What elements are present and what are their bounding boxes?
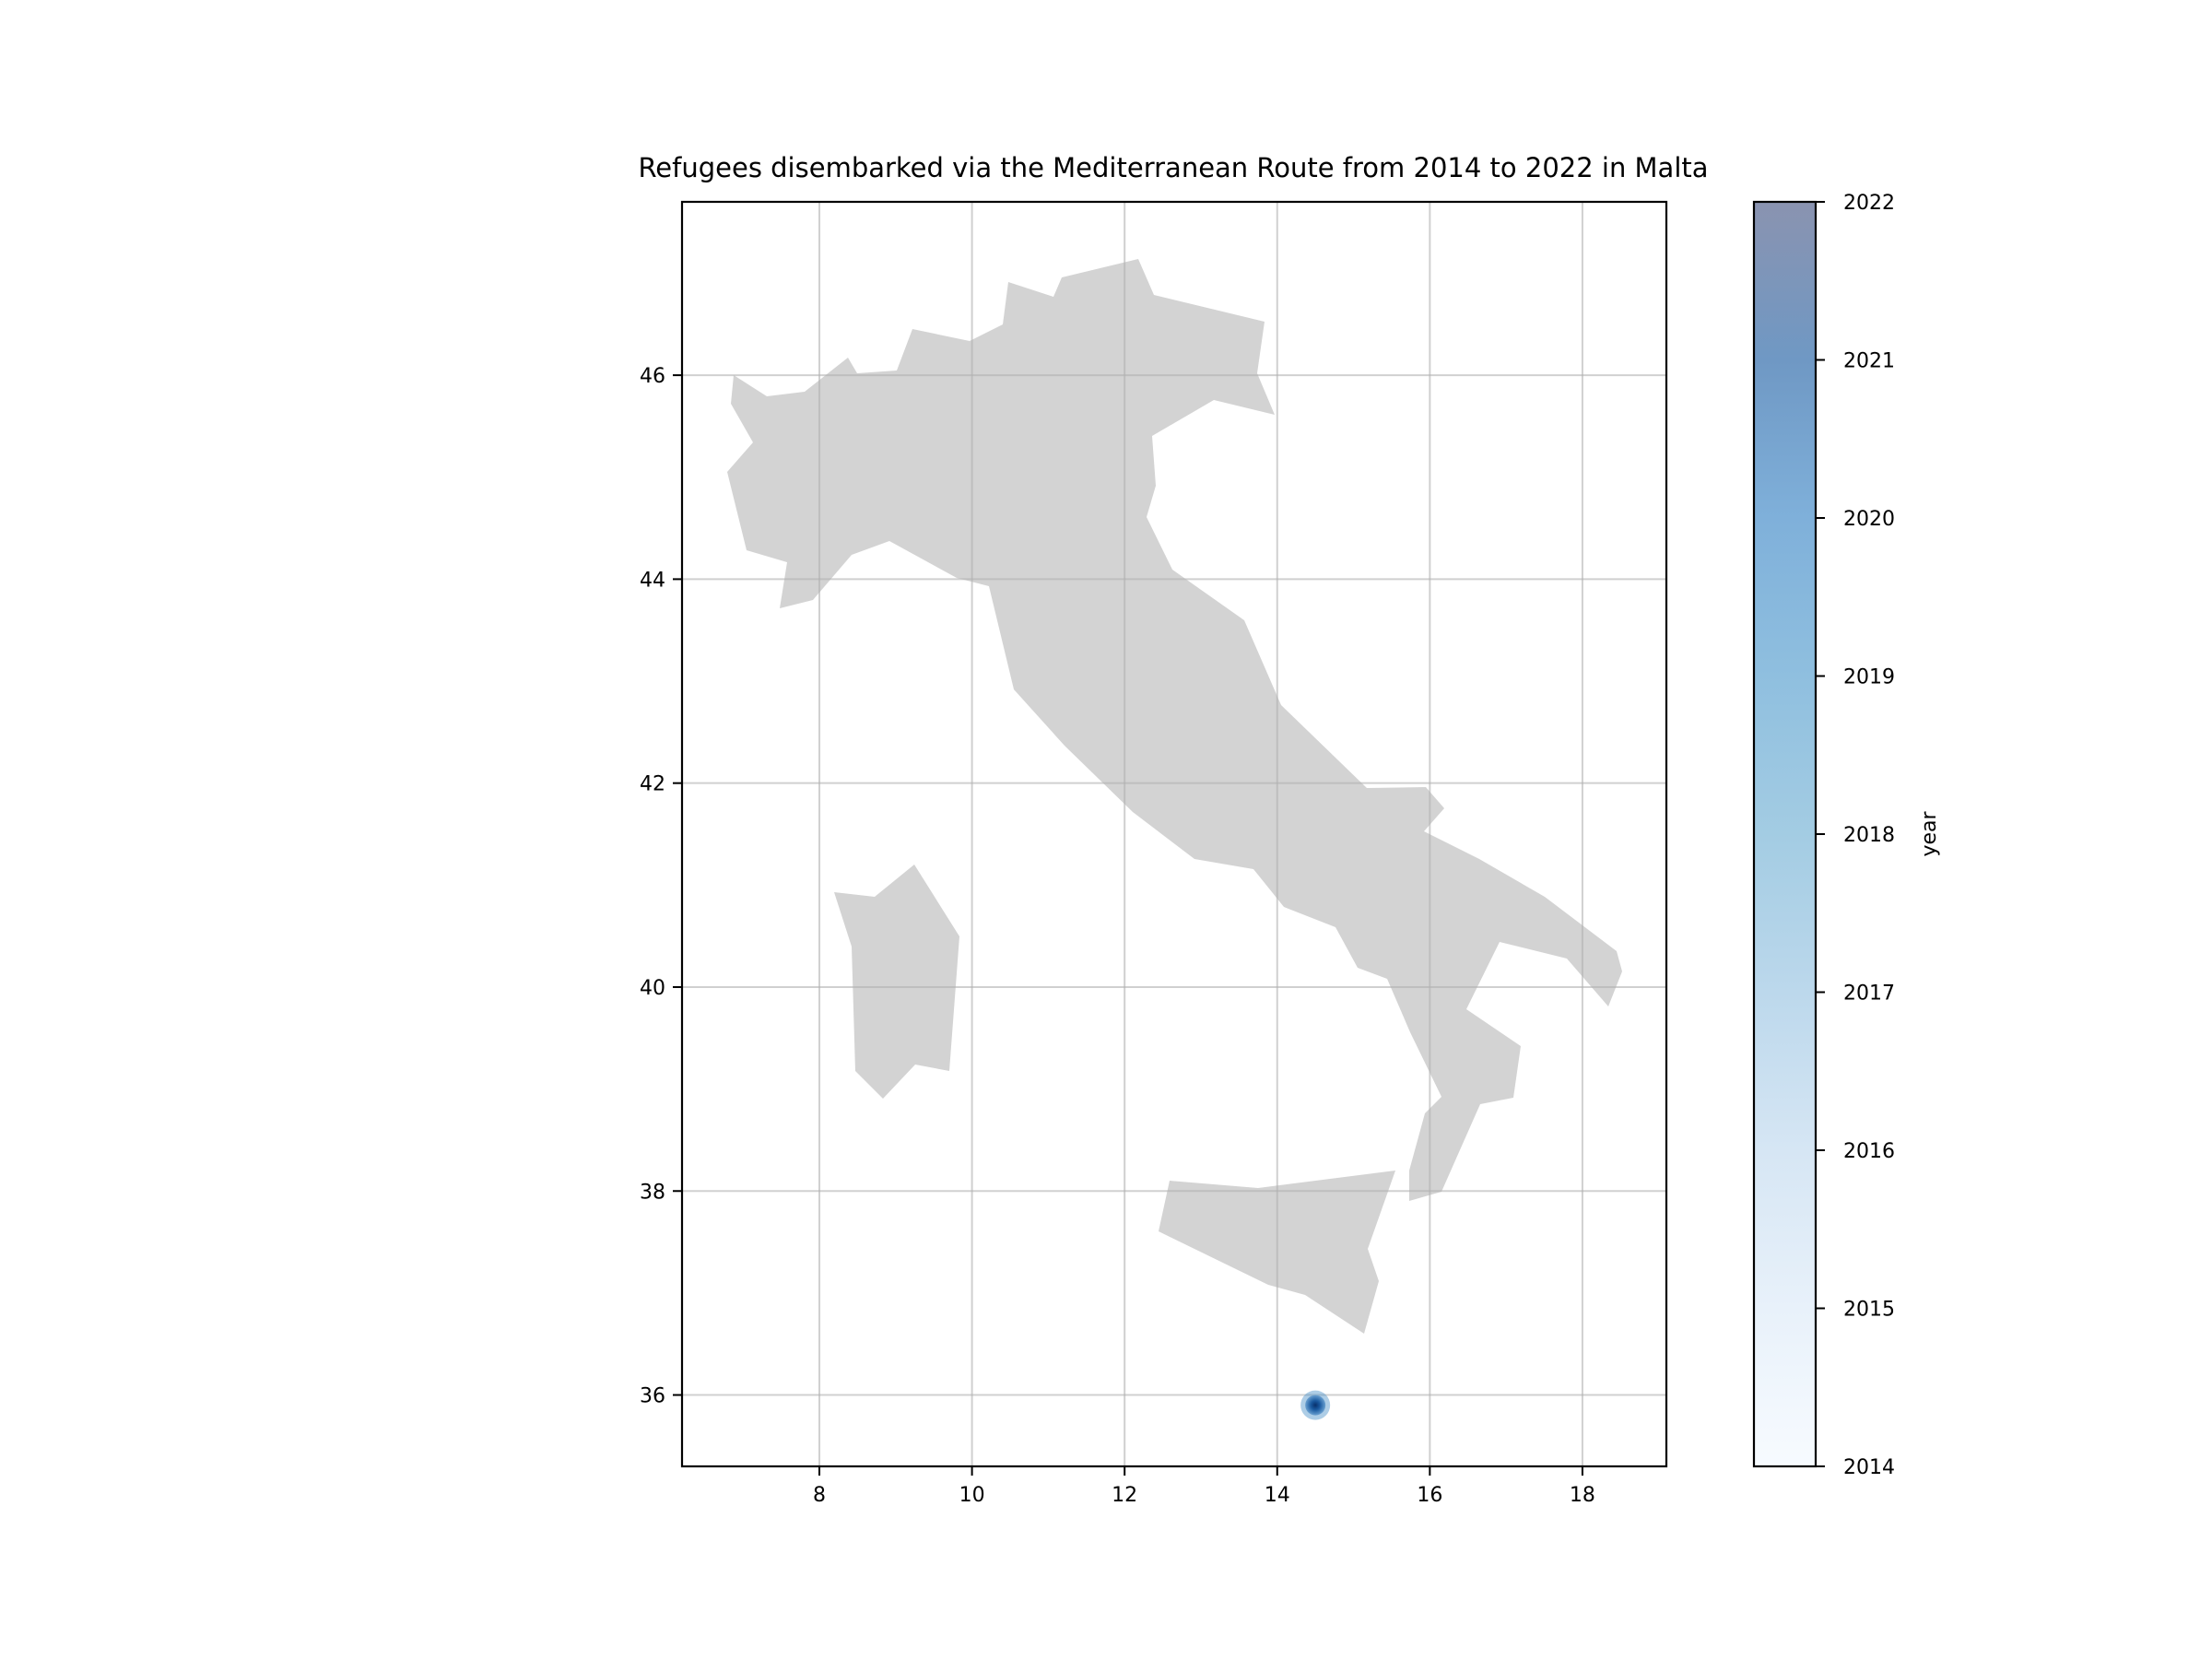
x-axis-ticks: 8 10 12 14 16 18 — [813, 1466, 1595, 1507]
y-tick-label: 40 — [640, 977, 665, 1000]
y-tick-label: 42 — [640, 773, 665, 796]
y-tick-label: 44 — [640, 569, 665, 592]
y-tick-label: 36 — [640, 1385, 665, 1408]
colorbar-ticks: 2014 2015 2016 2017 2018 2019 2020 2021 2022 — [1816, 192, 1895, 1479]
x-tick-label: 12 — [1112, 1484, 1137, 1507]
x-tick-label: 8 — [813, 1484, 826, 1507]
sardinia-shape — [834, 865, 959, 1099]
colorbar-tick-label: 2019 — [1843, 666, 1895, 689]
colorbar-tick-label: 2018 — [1843, 824, 1895, 847]
italy-mainland-shape — [727, 259, 1622, 1201]
y-tick-label: 38 — [640, 1181, 665, 1204]
colorbar-tick-label: 2020 — [1843, 508, 1895, 531]
x-tick-label: 16 — [1417, 1484, 1442, 1507]
italy-basemap — [727, 259, 1622, 1334]
x-tick-label: 14 — [1265, 1484, 1290, 1507]
scatter-points — [1300, 1390, 1331, 1420]
colorbar-tick-label: 2021 — [1843, 350, 1895, 373]
plot-frame — [680, 200, 1668, 1468]
y-tick-label: 46 — [640, 365, 665, 388]
colorbar-tick-label: 2017 — [1843, 982, 1895, 1006]
colorbar-tick-label: 2015 — [1843, 1299, 1895, 1322]
colorbar-label: year — [1918, 811, 1941, 857]
y-axis-ticks: 36 38 40 42 44 46 — [640, 365, 682, 1408]
colorbar-tick-label: 2016 — [1843, 1140, 1895, 1163]
x-tick-label: 10 — [959, 1484, 985, 1507]
chart-title: Refugees disembarked via the Mediterrane… — [638, 152, 1708, 183]
data-point-marker — [1305, 1394, 1326, 1416]
colorbar-tick-label: 2022 — [1843, 192, 1895, 215]
x-tick-label: 18 — [1570, 1484, 1595, 1507]
grid-lines — [682, 202, 1666, 1466]
colorbar: 2014 2015 2016 2017 2018 2019 2020 2021 2022 yea… — [1752, 192, 1941, 1479]
colorbar-tick-label: 2014 — [1843, 1456, 1895, 1479]
colorbar-gradient — [1754, 202, 1816, 1466]
plot-area: 8 10 12 14 16 18 36 38 40 42 44 46 — [640, 200, 1668, 1507]
